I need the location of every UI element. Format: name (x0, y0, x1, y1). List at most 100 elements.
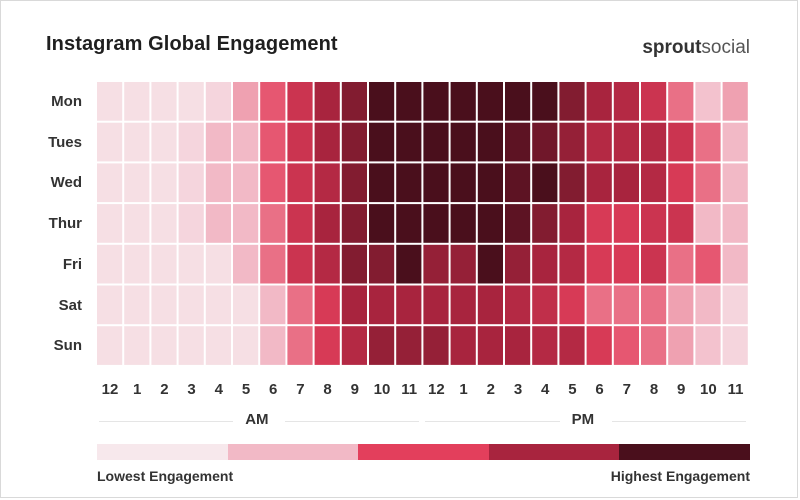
heatmap-cell (287, 285, 313, 325)
heatmap-cell (532, 163, 558, 203)
heatmap-cell (668, 326, 694, 365)
heatmap-cell (586, 326, 612, 365)
heatmap-cell (532, 122, 558, 162)
heatmap-cell (668, 204, 694, 243)
heatmap-cell (97, 163, 123, 203)
hour-label: 1 (133, 381, 142, 398)
legend-swatch (619, 444, 751, 460)
heatmap-cell (559, 326, 585, 365)
heatmap-cell (97, 204, 123, 243)
heatmap-cell (559, 285, 585, 325)
period-label: PM (571, 411, 595, 428)
heatmap-cell (559, 204, 585, 243)
heatmap-cell (97, 285, 123, 325)
heatmap-cell (450, 82, 476, 121)
heatmap-cell (695, 285, 721, 325)
hour-label: 2 (160, 381, 169, 398)
heatmap-cell (695, 204, 721, 243)
heatmap-cell (260, 163, 286, 203)
hour-label: 2 (486, 381, 495, 398)
heatmap-cell (586, 122, 612, 162)
heatmap-cell (178, 326, 204, 365)
heatmap-cell (205, 204, 231, 243)
heatmap-cell (97, 82, 123, 121)
heatmap-cell (450, 244, 476, 284)
heatmap-cell (477, 204, 503, 243)
heatmap-cell (722, 82, 748, 121)
heatmap-cell (369, 82, 395, 121)
heatmap-cell (477, 326, 503, 365)
heatmap-cell (233, 285, 259, 325)
heatmap-cell (668, 122, 694, 162)
heatmap-cell (341, 122, 367, 162)
heatmap-cell (369, 204, 395, 243)
heatmap-cell (178, 163, 204, 203)
heatmap-cell (641, 285, 667, 325)
heatmap-cell (695, 122, 721, 162)
hour-label: 4 (541, 381, 550, 398)
heatmap-cell (205, 82, 231, 121)
heatmap-cell (450, 204, 476, 243)
heatmap-cell (722, 204, 748, 243)
heatmap-cell (341, 326, 367, 365)
heatmap-cell (124, 244, 150, 284)
heatmap-cell (178, 244, 204, 284)
heatmap-cell (532, 244, 558, 284)
day-label: Tues (48, 133, 82, 151)
heatmap-cell (613, 163, 639, 203)
heatmap-cell (396, 122, 422, 162)
heatmap-cell (341, 82, 367, 121)
heatmap-cell (124, 82, 150, 121)
heatmap-cell (314, 122, 340, 162)
chart-title: Instagram Global Engagement (46, 33, 338, 55)
legend-swatch (97, 444, 229, 460)
heatmap-cell (532, 204, 558, 243)
hour-label: 4 (214, 381, 223, 398)
heatmap-cell (178, 82, 204, 121)
heatmap-cell (423, 285, 449, 325)
hour-label: 5 (241, 381, 251, 398)
heatmap-cell (287, 326, 313, 365)
heatmap-cell (396, 244, 422, 284)
heatmap-cell (396, 285, 422, 325)
heatmap-cell (287, 122, 313, 162)
heatmap-cell (260, 326, 286, 365)
heatmap-cell (233, 122, 259, 162)
heatmap-cell (477, 82, 503, 121)
heatmap-cell (559, 244, 585, 284)
legend-swatch (488, 444, 620, 460)
heatmap-cell (423, 163, 449, 203)
heatmap-cell (287, 82, 313, 121)
hour-label: 11 (401, 381, 418, 398)
heatmap-cell (151, 244, 177, 284)
legend-swatch (227, 444, 359, 460)
hour-label: 6 (269, 381, 278, 398)
period-divider-line (285, 421, 420, 422)
heatmap-cell (151, 285, 177, 325)
heatmap-cell (450, 326, 476, 365)
heatmap-cell (668, 285, 694, 325)
heatmap-cell (586, 204, 612, 243)
day-label: Thur (48, 215, 82, 233)
legend-high-label: Highest Engagement (610, 468, 750, 484)
heatmap-cell (341, 204, 367, 243)
heatmap-cell (341, 163, 367, 203)
heatmap-cell (178, 285, 204, 325)
heatmap-cell (722, 326, 748, 365)
heatmap-cell (233, 244, 259, 284)
heatmap-cell (477, 285, 503, 325)
heatmap-cell (505, 285, 531, 325)
heatmap-cell (668, 82, 694, 121)
heatmap-cell (369, 244, 395, 284)
heatmap-cell (287, 204, 313, 243)
heatmap-cell (559, 82, 585, 121)
hour-label: 7 (296, 381, 305, 398)
heatmap-cell (641, 326, 667, 365)
heatmap-cell (668, 163, 694, 203)
heatmap-cell (450, 122, 476, 162)
heatmap-cell (287, 163, 313, 203)
heatmap-cell (124, 163, 150, 203)
heatmap-cell (695, 326, 721, 365)
heatmap-cell (287, 244, 313, 284)
